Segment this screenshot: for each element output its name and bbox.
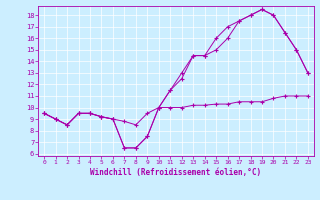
X-axis label: Windchill (Refroidissement éolien,°C): Windchill (Refroidissement éolien,°C) (91, 168, 261, 177)
